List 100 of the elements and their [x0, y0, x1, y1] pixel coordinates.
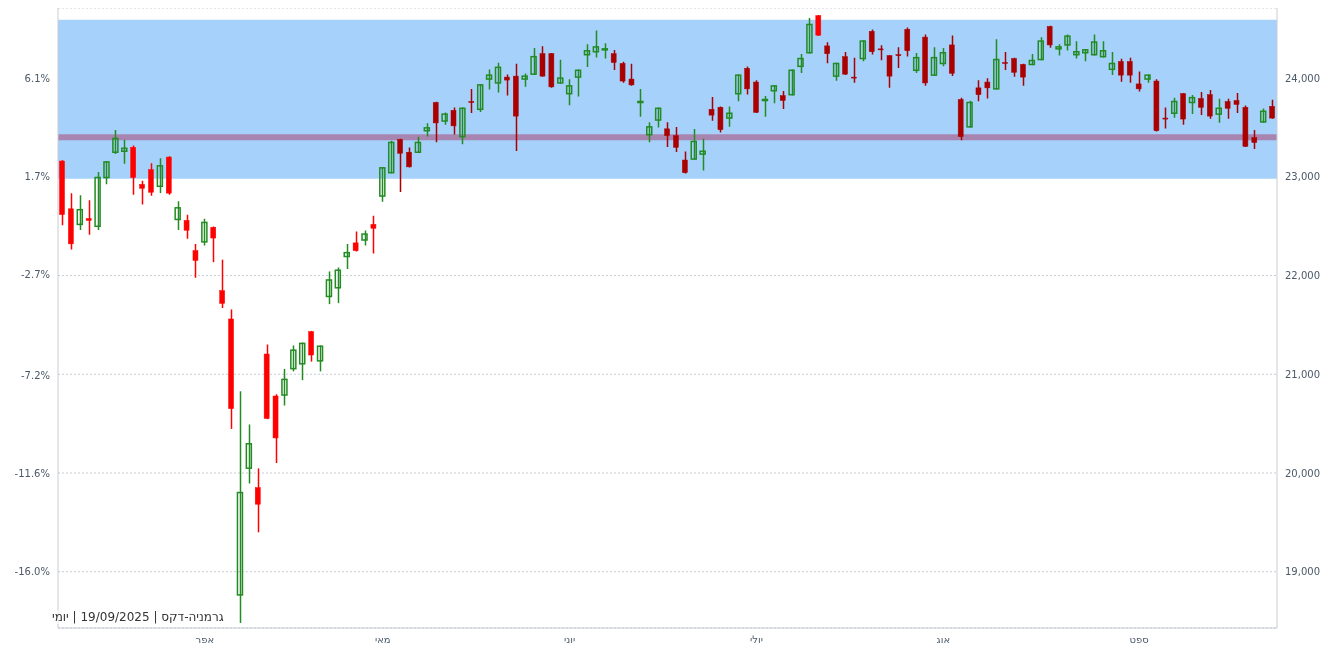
candlestick: [468, 89, 475, 113]
x-tick-label: אפר: [195, 634, 215, 646]
candlestick: [148, 163, 154, 196]
candlestick: [664, 122, 670, 148]
candlestick: [673, 127, 679, 152]
candlestick: [993, 39, 1000, 90]
candlestick: [975, 80, 982, 102]
candlestick: [1118, 58, 1124, 82]
candlestick: [895, 47, 902, 69]
candlestick: [298, 342, 306, 381]
candlestick: [1207, 89, 1213, 119]
candlestick: [806, 17, 813, 54]
candlestick: [236, 391, 244, 623]
candlestick: [485, 69, 493, 90]
candlestick: [530, 48, 537, 75]
candlestick: [325, 271, 333, 305]
candlestick: [103, 161, 110, 185]
candlestick: [984, 78, 991, 99]
candlestick: [112, 129, 119, 154]
candlestick: [628, 63, 635, 86]
candlestick: [574, 69, 582, 97]
candlestick: [459, 107, 466, 145]
candlestick: [654, 107, 662, 128]
candlestick: [859, 40, 867, 62]
candlestick: [406, 147, 412, 168]
candlestick: [1108, 51, 1116, 75]
candlestick: [316, 345, 324, 372]
candlestick: [1046, 25, 1053, 48]
candlestick: [1020, 63, 1026, 86]
candlestick: [504, 74, 510, 96]
y-tick-label: 19,000: [1285, 566, 1320, 578]
candlestick: [682, 151, 688, 174]
candlestick: [1037, 37, 1045, 61]
candlestick: [139, 180, 145, 205]
candlestick: [387, 140, 395, 174]
y2-tick-label: 1.7%: [24, 170, 50, 182]
candlestick: [734, 74, 742, 102]
candlestick: [646, 122, 653, 143]
x-tick-label: יוני: [564, 634, 576, 646]
y2-tick-label: -16.0%: [14, 566, 50, 578]
candlestick: [539, 46, 546, 77]
y-tick-label: 23,000: [1285, 171, 1320, 183]
candlestick: [156, 158, 164, 193]
y-tick-label: 21,000: [1285, 368, 1320, 380]
candlestick: [76, 195, 84, 230]
candlestick: [744, 66, 750, 95]
candlestick: [192, 244, 199, 278]
candlestick: [334, 267, 342, 304]
candlestick: [219, 259, 225, 308]
x-tick-label: מאי: [374, 634, 391, 646]
candlestick: [397, 138, 403, 192]
candlestick: [930, 47, 938, 76]
candlestick: [379, 167, 386, 202]
y-tick-label: 20,000: [1285, 467, 1320, 479]
candlestick: [183, 214, 190, 239]
candlestick: [565, 79, 573, 106]
candlestick: [1135, 71, 1142, 92]
candlestick: [1126, 57, 1133, 83]
candlestick: [1198, 91, 1204, 115]
candlestick: [788, 69, 795, 96]
candlestick: [912, 52, 920, 74]
y-tick-label: 22,000: [1285, 270, 1320, 282]
candlestick: [494, 62, 502, 93]
candlestick: [815, 14, 822, 36]
candlestick: [370, 215, 377, 254]
candlestick: [868, 29, 875, 55]
y-tick-label: 24,000: [1285, 72, 1320, 84]
y2-tick-label: -2.7%: [20, 269, 50, 281]
candlestick: [708, 96, 715, 121]
y2-tick-label: 6.1%: [24, 72, 50, 84]
candlestick: [726, 106, 733, 127]
candlestick: [610, 50, 617, 71]
candlestick: [476, 84, 484, 113]
candlestick: [1233, 92, 1240, 113]
candlestick: [85, 200, 92, 235]
candlestick: [255, 468, 261, 533]
candlestick: [308, 330, 314, 362]
candlestick: [245, 424, 253, 484]
candlestick: [1090, 34, 1098, 56]
candlestick: [851, 57, 857, 83]
candlestick: [824, 42, 830, 64]
candlestick: [592, 30, 600, 58]
candlestick: [717, 106, 724, 133]
candlestick: [557, 59, 564, 84]
candlestick: [343, 244, 350, 269]
candlestick: [619, 61, 626, 83]
candlestick: [1215, 98, 1222, 123]
candlestick: [699, 138, 706, 171]
candlestick: [966, 100, 973, 128]
candlestick: [290, 345, 297, 372]
y2-tick-label: -7.2%: [20, 369, 50, 381]
candlestick: [904, 27, 911, 57]
candlestick: [842, 51, 848, 75]
candlestick: [281, 368, 288, 406]
y2-tick-label: -11.6%: [14, 468, 50, 479]
candlestick: [690, 128, 697, 160]
candlestick: [121, 139, 128, 164]
x-tick-label: אוג: [936, 634, 951, 646]
candlestick: [174, 201, 181, 230]
x-tick-label: ספט: [1129, 634, 1149, 646]
